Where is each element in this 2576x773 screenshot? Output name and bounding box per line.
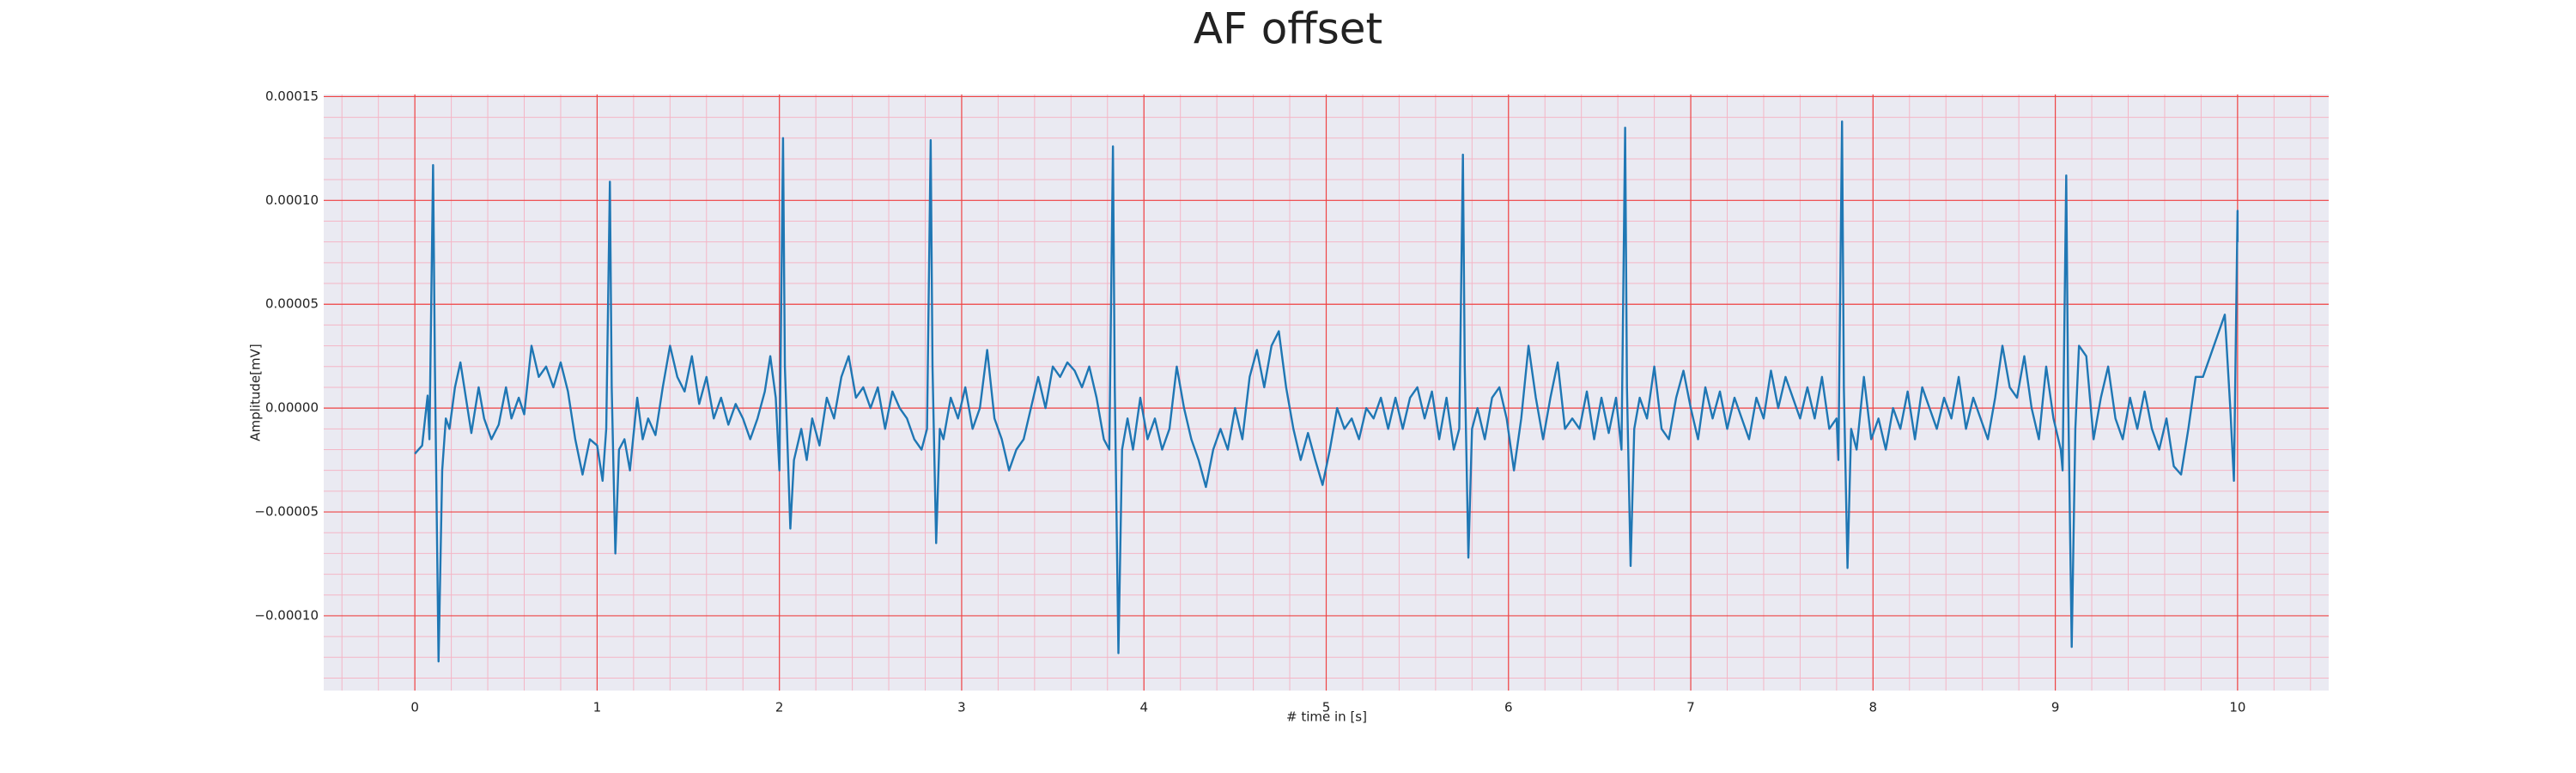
x-tick-label: 0 bbox=[410, 700, 419, 715]
x-tick-label: 3 bbox=[957, 700, 966, 715]
y-tick-label: 0.00000 bbox=[265, 400, 319, 416]
y-tick-label: −0.00010 bbox=[254, 607, 319, 623]
x-tick-label: 4 bbox=[1139, 700, 1148, 715]
x-tick-label: 7 bbox=[1686, 700, 1695, 715]
x-tick-label: 9 bbox=[2051, 700, 2060, 715]
y-tick-label: −0.00005 bbox=[254, 504, 319, 520]
chart-title: AF offset bbox=[1194, 4, 1382, 54]
x-tick-label: 1 bbox=[593, 700, 602, 715]
x-tick-label: 8 bbox=[1869, 700, 1878, 715]
x-tick-label: 5 bbox=[1322, 700, 1331, 715]
x-tick-label: 6 bbox=[1504, 700, 1513, 715]
y-tick-label: 0.00005 bbox=[265, 296, 319, 312]
signal-line bbox=[414, 120, 2239, 663]
x-tick-label: 2 bbox=[775, 700, 784, 715]
x-axis-label: # time in [s] bbox=[1286, 709, 1367, 725]
y-tick-label: 0.00015 bbox=[265, 88, 319, 104]
y-axis-label: Amplitude[mV] bbox=[248, 344, 264, 441]
x-tick-label: 10 bbox=[2229, 700, 2245, 715]
y-tick-label: 0.00010 bbox=[265, 192, 319, 208]
